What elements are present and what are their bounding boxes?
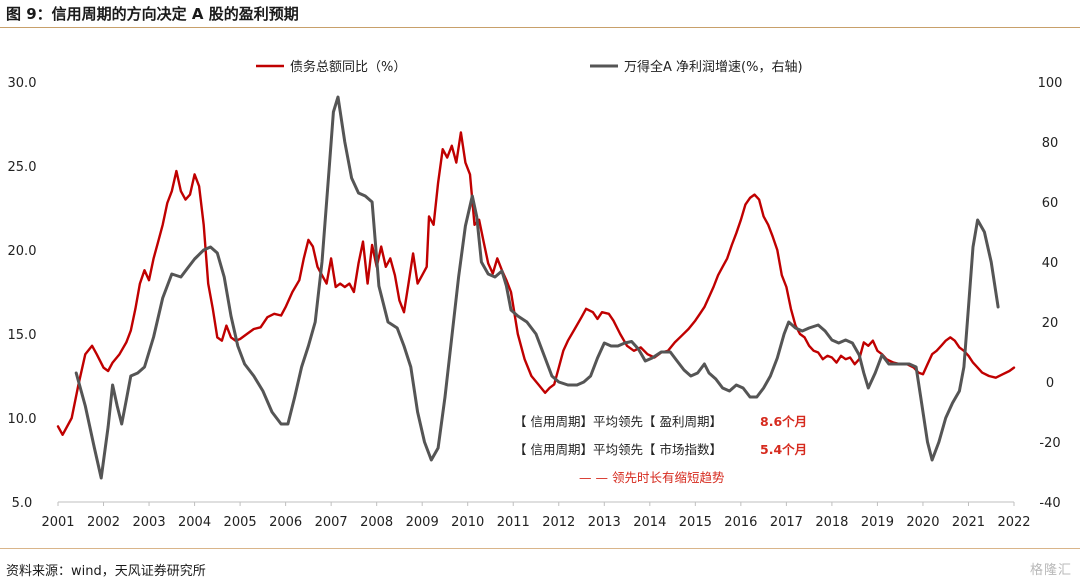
x-tick-label: 2005 [224, 515, 257, 530]
x-tick-label: 2017 [770, 515, 803, 530]
x-tick-label: 2011 [497, 515, 530, 530]
title-divider [0, 27, 1080, 28]
y-left-tick-label: 25.0 [8, 160, 37, 175]
figure-title: 图 9：信用周期的方向决定 A 股的盈利预期 [6, 5, 299, 23]
y-right-tick-label: 20 [1042, 316, 1059, 331]
profit-growth-line [74, 95, 1000, 480]
x-tick-label: 2014 [633, 515, 666, 530]
annotation-value: 5.4个月 [760, 442, 807, 457]
x-tick-label: 2015 [679, 515, 712, 530]
y-right-tick-label: 80 [1042, 136, 1059, 151]
debt-growth-line [56, 131, 1016, 436]
x-tick-label: 2009 [406, 515, 439, 530]
series-lines [56, 95, 1016, 480]
x-tick-label: 2012 [542, 515, 575, 530]
y-left-tick-label: 30.0 [8, 76, 37, 91]
y-right-tick-label: 100 [1038, 76, 1063, 91]
y-right-tick-label: 0 [1046, 376, 1054, 391]
x-tick-label: 2008 [360, 515, 393, 530]
x-tick-label: 2013 [588, 515, 621, 530]
chart: 2001 2002 2003 2004 2005 2006 2007 2008 2009 2010… [8, 59, 1063, 530]
x-tick-label: 2001 [41, 515, 74, 530]
x-tick-label: 2021 [952, 515, 985, 530]
annotation-value: 8.6个月 [760, 414, 807, 429]
watermark: 格隆汇 [1029, 563, 1072, 578]
x-tick-label: 2019 [861, 515, 894, 530]
legend-label: 债务总额同比（%） [290, 59, 406, 75]
x-tick-label: 2002 [87, 515, 120, 530]
x-tick-label: 2010 [451, 515, 484, 530]
x-tick-label: 2004 [178, 515, 211, 530]
x-tick-label: 2007 [315, 515, 348, 530]
x-tick-label: 2003 [133, 515, 166, 530]
source-note: 资料来源：wind，天风证券研究所 [6, 564, 206, 579]
y-left-tick-label: 5.0 [12, 496, 33, 511]
x-tick-label: 2020 [906, 515, 939, 530]
annotation-text: 【 信用周期】平均领先【 市场指数】 [514, 442, 722, 457]
annotation-note: — — 领先时长有缩短趋势 [579, 470, 725, 485]
legend-label: 万得全A 净利润增速(%，右轴) [624, 59, 803, 75]
y-right-tick-label: -20 [1039, 436, 1060, 451]
y-right-tick-label: 40 [1042, 256, 1059, 271]
axes: 2001 2002 2003 2004 2005 2006 2007 2008 2009 2010… [8, 76, 1063, 530]
x-tick-label: 2018 [815, 515, 848, 530]
y-left-tick-label: 20.0 [8, 244, 37, 259]
x-tick-label: 2016 [724, 515, 757, 530]
x-tick-label: 2022 [997, 515, 1030, 530]
x-tick-label: 2006 [269, 515, 302, 530]
y-left-tick-label: 10.0 [8, 412, 37, 427]
annotations: 【 信用周期】平均领先【 盈利周期】 8.6个月【 信用周期】平均领先【 市场指数… [514, 414, 807, 485]
y-right-tick-label: -40 [1039, 496, 1060, 511]
footer-divider [0, 548, 1080, 549]
y-right-tick-label: 60 [1042, 196, 1059, 211]
annotation-text: 【 信用周期】平均领先【 盈利周期】 [514, 414, 722, 429]
legend: 债务总额同比（%） 万得全A 净利润增速(%，右轴) [256, 59, 803, 75]
y-left-tick-label: 15.0 [8, 328, 37, 343]
